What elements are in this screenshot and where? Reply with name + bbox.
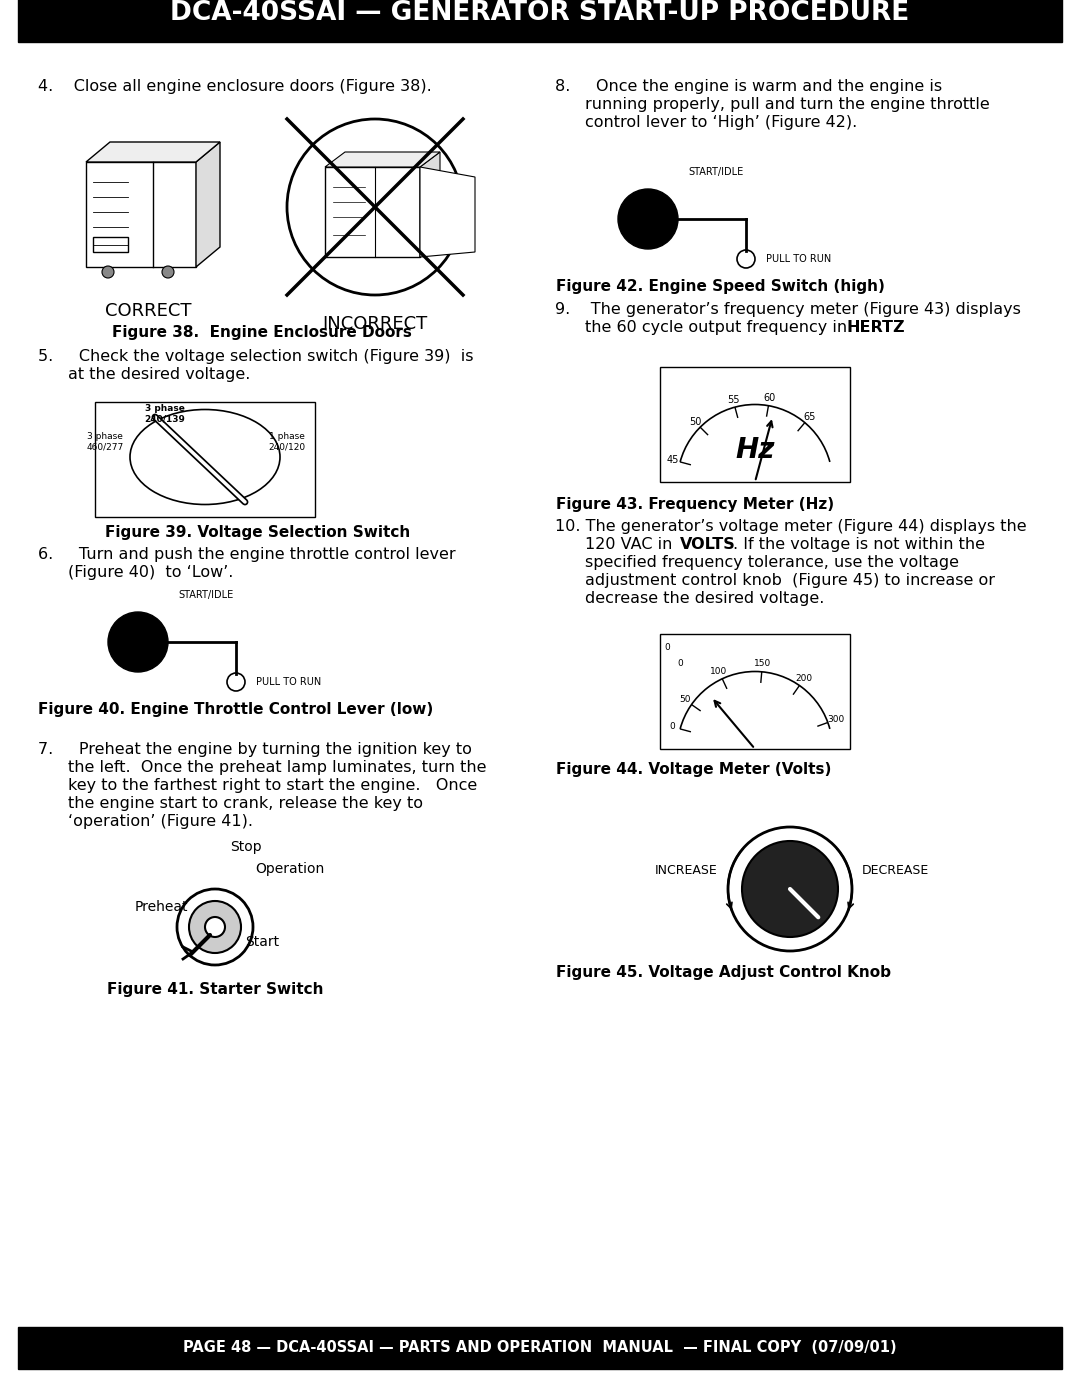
Text: VOLTS: VOLTS [680,536,735,552]
Text: 5.     Check the voltage selection switch (Figure 39)  is: 5. Check the voltage selection switch (F… [38,349,473,365]
FancyBboxPatch shape [93,237,129,251]
Text: 7.     Preheat the engine by turning the ignition key to: 7. Preheat the engine by turning the ign… [38,742,472,757]
Circle shape [742,841,838,937]
Text: 120 VAC in: 120 VAC in [585,536,677,552]
Text: 4.    Close all engine enclosure doors (Figure 38).: 4. Close all engine enclosure doors (Fig… [38,80,432,94]
Circle shape [227,673,245,692]
Text: Figure 43. Frequency Meter (Hz): Figure 43. Frequency Meter (Hz) [556,497,834,511]
Text: 0: 0 [677,659,683,669]
Text: Stop: Stop [230,840,261,854]
Circle shape [737,250,755,268]
Text: adjustment control knob  (Figure 45) to increase or: adjustment control knob (Figure 45) to i… [585,573,995,588]
Text: Start: Start [245,935,279,949]
Text: START/IDLE: START/IDLE [688,168,744,177]
Text: the 60 cycle output frequency in: the 60 cycle output frequency in [585,320,852,335]
FancyBboxPatch shape [18,1327,1062,1369]
Text: Figure 40. Engine Throttle Control Lever (low): Figure 40. Engine Throttle Control Lever… [38,703,433,717]
Text: 3 phase
460/277: 3 phase 460/277 [86,432,123,451]
Text: decrease the desired voltage.: decrease the desired voltage. [585,591,824,606]
Text: running properly, pull and turn the engine throttle: running properly, pull and turn the engi… [585,96,989,112]
Text: 0: 0 [664,643,670,651]
Text: specified frequency tolerance, use the voltage: specified frequency tolerance, use the v… [585,555,959,570]
Circle shape [162,265,174,278]
Text: 10. The generator’s voltage meter (Figure 44) displays the: 10. The generator’s voltage meter (Figur… [555,520,1027,534]
FancyBboxPatch shape [660,634,850,749]
Polygon shape [325,152,440,168]
Text: PAGE 48 — DCA-40SSAI — PARTS AND OPERATION  MANUAL  — FINAL COPY  (07/09/01): PAGE 48 — DCA-40SSAI — PARTS AND OPERATI… [184,1341,896,1355]
Text: Figure 45. Voltage Adjust Control Knob: Figure 45. Voltage Adjust Control Knob [556,965,891,981]
Text: (Figure 40)  to ‘Low’.: (Figure 40) to ‘Low’. [68,564,233,580]
Text: 0: 0 [669,722,675,731]
Text: ‘operation’ (Figure 41).: ‘operation’ (Figure 41). [68,814,253,828]
Text: 1 phase
240/120: 1 phase 240/120 [269,432,306,451]
Text: 65: 65 [804,412,815,422]
Text: PULL TO RUN: PULL TO RUN [256,678,321,687]
Text: 50: 50 [679,696,690,704]
Text: .: . [895,320,900,335]
Text: Figure 38.  Engine Enclosure Doors: Figure 38. Engine Enclosure Doors [112,326,411,339]
Circle shape [205,916,225,937]
Ellipse shape [130,409,280,504]
Text: 55: 55 [727,395,739,405]
FancyBboxPatch shape [18,0,1062,42]
Circle shape [618,189,678,249]
Circle shape [108,612,168,672]
Text: 6.     Turn and push the engine throttle control lever: 6. Turn and push the engine throttle con… [38,548,456,562]
FancyBboxPatch shape [86,162,195,267]
Circle shape [189,901,241,953]
Text: 50: 50 [689,416,701,427]
Circle shape [102,265,114,278]
Text: 45: 45 [666,455,679,465]
Text: INCORRECT: INCORRECT [322,314,428,332]
Text: 300: 300 [827,715,845,724]
Text: key to the farthest right to start the engine.   Once: key to the farthest right to start the e… [68,778,477,793]
Text: the engine start to crank, release the key to: the engine start to crank, release the k… [68,796,423,812]
Polygon shape [420,152,440,257]
Text: the left.  Once the preheat lamp luminates, turn the: the left. Once the preheat lamp luminate… [68,760,486,775]
Text: Figure 41. Starter Switch: Figure 41. Starter Switch [107,982,323,997]
Polygon shape [86,142,220,162]
Text: 8.     Once the engine is warm and the engine is: 8. Once the engine is warm and the engin… [555,80,942,94]
Text: Figure 39. Voltage Selection Switch: Figure 39. Voltage Selection Switch [106,525,410,541]
Text: Figure 42. Engine Speed Switch (high): Figure 42. Engine Speed Switch (high) [556,279,885,293]
Text: control lever to ‘High’ (Figure 42).: control lever to ‘High’ (Figure 42). [585,115,858,130]
Polygon shape [195,142,220,267]
Text: INCREASE: INCREASE [656,865,718,877]
Text: DCA-40SSAI — GENERATOR START-UP PROCEDURE: DCA-40SSAI — GENERATOR START-UP PROCEDUR… [171,0,909,27]
Text: . If the voltage is not within the: . If the voltage is not within the [733,536,985,552]
Text: 60: 60 [764,394,775,404]
Text: HERTZ: HERTZ [847,320,906,335]
Circle shape [177,888,253,965]
FancyBboxPatch shape [325,168,420,257]
Text: 3 phase
240/139: 3 phase 240/139 [145,404,186,423]
Text: 150: 150 [754,659,771,668]
FancyBboxPatch shape [660,367,850,482]
Text: CORRECT: CORRECT [105,302,191,320]
Text: at the desired voltage.: at the desired voltage. [68,367,251,381]
Text: PULL TO RUN: PULL TO RUN [766,254,832,264]
Text: DECREASE: DECREASE [862,865,929,877]
Text: Hz: Hz [735,436,774,464]
Text: Figure 44. Voltage Meter (Volts): Figure 44. Voltage Meter (Volts) [556,761,832,777]
Text: START/IDLE: START/IDLE [178,590,233,599]
Text: Operation: Operation [255,862,324,876]
Circle shape [728,827,852,951]
FancyBboxPatch shape [95,402,315,517]
Text: Preheat: Preheat [135,900,189,914]
Text: 100: 100 [710,666,727,676]
Circle shape [287,119,463,295]
Text: 200: 200 [796,675,813,683]
Polygon shape [420,168,475,257]
Text: 9.    The generator’s frequency meter (Figure 43) displays: 9. The generator’s frequency meter (Figu… [555,302,1021,317]
